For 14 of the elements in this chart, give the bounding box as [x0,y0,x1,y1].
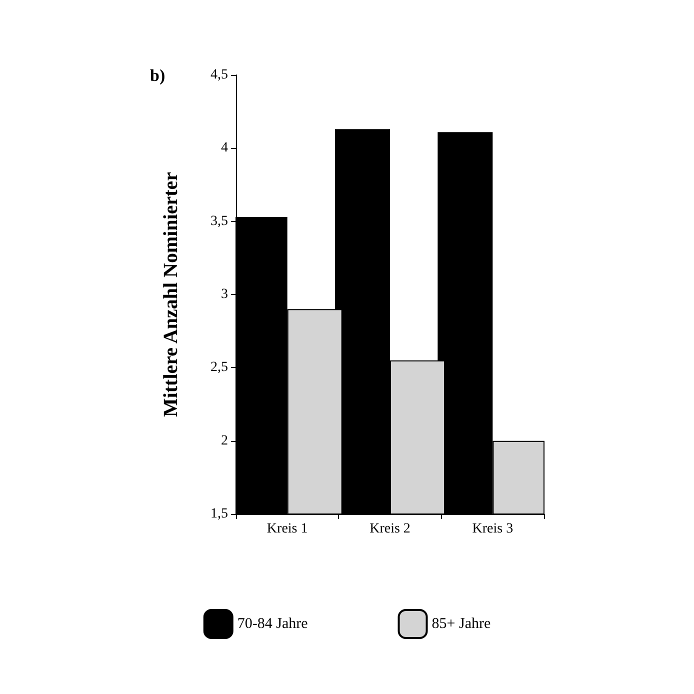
x-tick-label: Kreis 3 [472,522,514,536]
legend-label: 85+ Jahre [432,616,491,632]
x-tick-label: Kreis 2 [370,522,410,536]
y-tick-label: 4 [221,140,228,156]
x-tick-label: Kreis 1 [266,522,308,536]
y-tick-label: 3,5 [210,214,228,229]
legend-label: 70-84 Jahre [237,616,308,632]
y-tick-label: 3 [221,287,228,302]
y-tick-label: 4,5 [210,68,228,82]
y-tick-label: 2 [221,433,228,448]
chart-title: b) [150,66,166,85]
y-axis-title: Mittlere Anzahl Nominierter [160,172,182,418]
y-tick-label: 2,5 [210,360,228,376]
y-tick-label: 1,5 [210,506,228,522]
